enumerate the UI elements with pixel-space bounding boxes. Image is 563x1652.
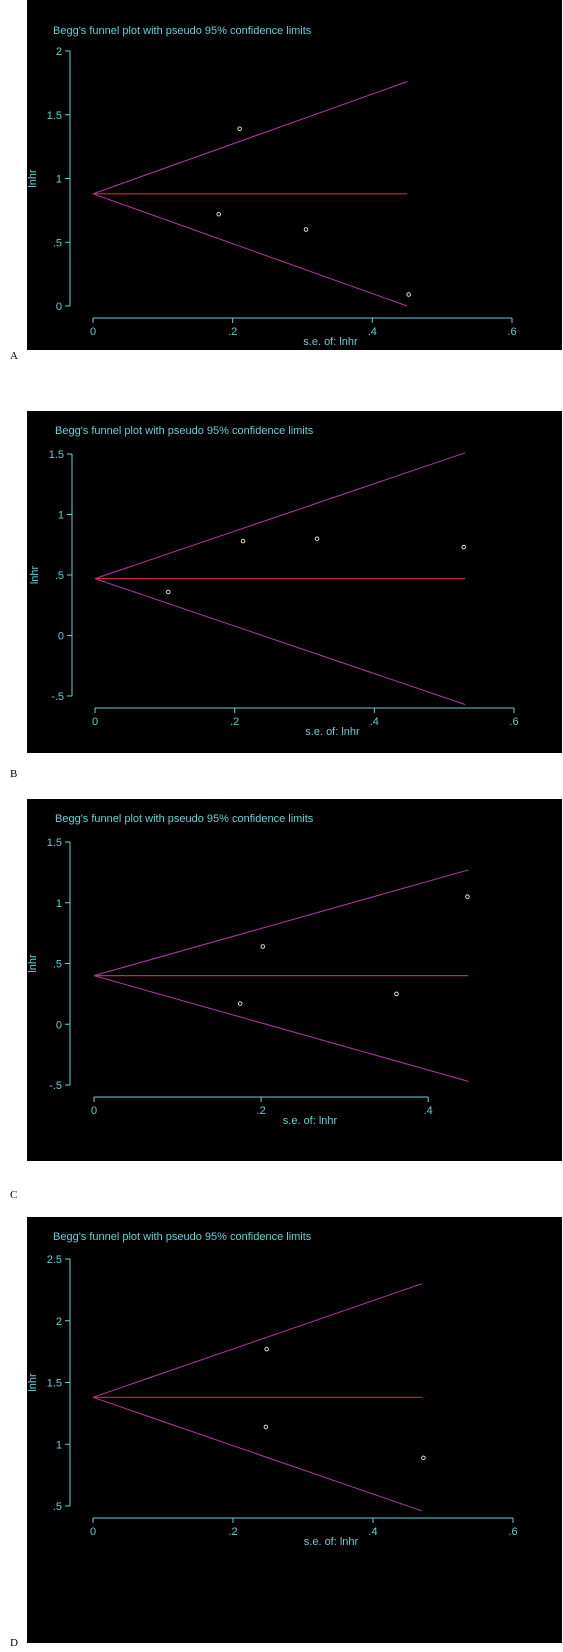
study-point bbox=[314, 536, 320, 541]
study-point bbox=[465, 894, 470, 899]
y-tick-label: 1 bbox=[56, 174, 62, 186]
y-tick-label: 1.5 bbox=[47, 837, 62, 849]
x-tick-label: .4 bbox=[370, 716, 379, 728]
upper-confidence-limit-line bbox=[92, 1283, 423, 1398]
study-point bbox=[263, 1424, 269, 1430]
chart-title: Begg's funnel plot with pseudo 95% confi… bbox=[53, 1231, 312, 1243]
y-axis-label: lnhr bbox=[27, 954, 39, 973]
x-tick-label: .2 bbox=[228, 1526, 237, 1538]
funnel-plot-svg: Begg's funnel plot with pseudo 95% confi… bbox=[27, 1231, 518, 1548]
chart-title: Begg's funnel plot with pseudo 95% confi… bbox=[53, 25, 312, 37]
study-point bbox=[237, 1001, 243, 1006]
x-tick-label: 0 bbox=[92, 716, 98, 728]
x-tick-label: 0 bbox=[91, 1105, 97, 1117]
funnel-plot-svg: Begg's funnel plot with pseudo 95% confi… bbox=[27, 25, 517, 348]
x-axis-label: s.e. of: lnhr bbox=[283, 1115, 338, 1127]
study-point bbox=[264, 1346, 269, 1352]
y-tick-label: .5 bbox=[53, 1501, 62, 1513]
upper-confidence-limit-line bbox=[94, 452, 466, 580]
study-point bbox=[166, 589, 171, 595]
x-tick-label: .6 bbox=[507, 326, 516, 338]
funnel-plot-svg: Begg's funnel plot with pseudo 95% confi… bbox=[27, 813, 470, 1127]
y-tick-label: 0 bbox=[56, 1019, 62, 1031]
panel-label-c: C bbox=[10, 1189, 18, 1201]
y-tick-label: 1 bbox=[56, 898, 62, 910]
y-tick-label: .5 bbox=[53, 959, 62, 971]
funnel-plot-d: Begg's funnel plot with pseudo 95% confi… bbox=[27, 1217, 562, 1643]
y-axis-label: lnhr bbox=[27, 169, 39, 188]
study-point bbox=[237, 126, 242, 132]
lower-confidence-limit-line bbox=[92, 193, 408, 307]
y-tick-label: 2 bbox=[56, 46, 62, 58]
x-tick-label: .4 bbox=[424, 1105, 433, 1117]
funnel-plot-svg: Begg's funnel plot with pseudo 95% confi… bbox=[29, 425, 519, 738]
chart-title: Begg's funnel plot with pseudo 95% confi… bbox=[55, 813, 314, 825]
study-point bbox=[406, 292, 411, 297]
panel-label-a: A bbox=[10, 350, 18, 362]
funnel-plot-c: Begg's funnel plot with pseudo 95% confi… bbox=[27, 799, 562, 1161]
study-point bbox=[216, 211, 221, 217]
y-tick-label: 1.5 bbox=[47, 110, 62, 122]
upper-confidence-limit-line bbox=[92, 81, 408, 195]
y-tick-label: 1 bbox=[56, 1439, 62, 1451]
y-tick-label: .5 bbox=[55, 570, 64, 582]
y-tick-label: 0 bbox=[58, 631, 64, 643]
panel-label-d: D bbox=[10, 1637, 18, 1649]
x-axis-label: s.e. of: lnhr bbox=[303, 336, 358, 348]
x-tick-label: 0 bbox=[90, 1526, 96, 1538]
funnel-plot-a: Begg's funnel plot with pseudo 95% confi… bbox=[27, 0, 562, 350]
x-axis-label: s.e. of: lnhr bbox=[305, 726, 360, 738]
x-tick-label: .2 bbox=[228, 326, 237, 338]
x-tick-label: .6 bbox=[508, 1526, 517, 1538]
y-tick-label: 0 bbox=[56, 301, 62, 313]
panel-label-b: B bbox=[10, 768, 18, 780]
x-tick-label: 0 bbox=[90, 326, 96, 338]
upper-confidence-limit-line bbox=[93, 869, 469, 977]
x-tick-label: .4 bbox=[368, 1526, 377, 1538]
lower-confidence-limit-line bbox=[92, 1396, 423, 1512]
x-tick-label: .2 bbox=[230, 716, 239, 728]
lower-confidence-limit-line bbox=[94, 578, 466, 705]
study-point bbox=[303, 227, 309, 232]
x-tick-label: .4 bbox=[368, 326, 377, 338]
study-point bbox=[260, 944, 266, 949]
study-point bbox=[240, 538, 246, 544]
x-tick-label: .2 bbox=[257, 1105, 266, 1117]
y-tick-label: 1.5 bbox=[49, 449, 64, 461]
y-axis-label: lnhr bbox=[29, 565, 41, 584]
y-axis-label: lnhr bbox=[27, 1373, 39, 1392]
study-point bbox=[421, 1455, 426, 1461]
chart-title: Begg's funnel plot with pseudo 95% confi… bbox=[55, 425, 314, 437]
y-tick-label: -.5 bbox=[51, 691, 64, 703]
y-tick-label: 1 bbox=[58, 510, 64, 522]
study-point bbox=[461, 544, 466, 550]
lower-confidence-limit-line bbox=[93, 975, 469, 1082]
y-tick-label: .5 bbox=[53, 237, 62, 249]
y-tick-label: 1.5 bbox=[47, 1378, 62, 1390]
y-tick-label: 2 bbox=[56, 1316, 62, 1328]
x-tick-label: .6 bbox=[509, 716, 518, 728]
x-axis-label: s.e. of: lnhr bbox=[304, 1536, 359, 1548]
funnel-plot-b: Begg's funnel plot with pseudo 95% confi… bbox=[27, 411, 562, 753]
study-point bbox=[394, 991, 399, 997]
y-tick-label: 2.5 bbox=[47, 1254, 62, 1266]
y-tick-label: -.5 bbox=[49, 1080, 62, 1092]
